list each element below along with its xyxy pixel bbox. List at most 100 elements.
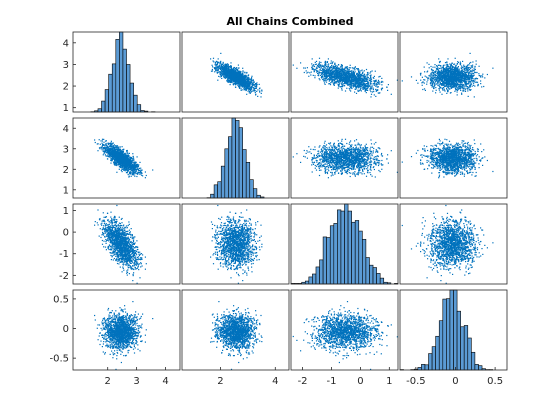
scatter-point <box>456 94 458 96</box>
scatter-point <box>230 68 232 70</box>
scatter-point <box>456 74 458 76</box>
scatter-point <box>234 78 236 80</box>
scatter-point <box>232 74 234 76</box>
scatter-point <box>359 74 361 76</box>
scatter-point <box>355 82 357 84</box>
scatter-point <box>343 73 345 75</box>
scatter-point <box>220 74 222 76</box>
scatter-point <box>372 87 374 89</box>
scatter-point <box>424 75 426 77</box>
scatter-point <box>369 74 371 77</box>
scatter-point <box>455 75 457 77</box>
scatter-point <box>442 65 444 67</box>
scatter-point <box>456 91 458 93</box>
scatter-point <box>246 78 249 80</box>
scatter-point <box>350 67 352 69</box>
scatter-point <box>357 87 359 89</box>
scatter-point <box>342 68 344 70</box>
scatter-point <box>356 84 358 86</box>
scatter-point <box>318 57 321 59</box>
scatter-point <box>330 62 332 64</box>
scatter-point <box>435 87 437 89</box>
scatter-point <box>136 168 138 170</box>
scatter-point <box>363 70 365 72</box>
scatter-point <box>463 85 465 87</box>
scatter-point <box>340 70 342 72</box>
scatter-point <box>452 69 454 71</box>
scatter-point <box>250 89 252 91</box>
scatter-point <box>225 71 227 73</box>
scatter-point <box>455 86 457 88</box>
scatter-point <box>237 82 239 85</box>
scatter-point <box>217 70 219 72</box>
scatter-point <box>217 69 219 71</box>
scatter-point <box>321 75 323 77</box>
scatter-point <box>377 79 380 81</box>
scatter-point <box>446 80 448 82</box>
scatter-point <box>324 63 326 65</box>
scatter-point <box>116 171 118 173</box>
scatter-point <box>233 74 235 76</box>
scatter-point <box>235 77 237 79</box>
scatter-point <box>225 73 227 75</box>
scatter-point <box>234 77 236 79</box>
scatter-point <box>332 79 334 81</box>
scatter-point <box>249 87 251 89</box>
scatter-point <box>329 76 331 78</box>
scatter-point <box>214 68 216 70</box>
scatter-point <box>316 66 318 68</box>
scatter-point <box>261 89 263 91</box>
scatter-point <box>242 71 244 73</box>
scatter-point <box>313 71 315 73</box>
scatter-point <box>338 85 340 87</box>
scatter-point <box>421 76 423 78</box>
scatter-point <box>439 86 441 88</box>
scatter-point <box>362 72 364 74</box>
scatter-point <box>247 85 249 87</box>
scatter-point <box>239 78 241 80</box>
scatter-point <box>468 87 470 89</box>
scatter-point <box>251 86 253 88</box>
scatter-point <box>438 64 440 66</box>
scatter-point <box>374 70 376 72</box>
scatter-point <box>344 73 346 76</box>
scatter-point <box>250 91 252 93</box>
scatter-point <box>367 89 369 91</box>
scatter-point <box>224 65 226 67</box>
scatter-point <box>438 58 440 60</box>
scatter-point <box>236 83 238 85</box>
scatter-point <box>345 83 347 85</box>
scatter-point <box>355 83 357 85</box>
scatter-point <box>247 79 249 81</box>
scatter-point <box>225 65 227 67</box>
scatter-point <box>323 69 326 71</box>
scatter-point <box>248 78 250 80</box>
scatter-point <box>246 81 248 83</box>
scatter-point <box>434 66 436 68</box>
scatter-point <box>241 81 243 84</box>
scatter-point <box>122 167 124 169</box>
scatter-point <box>238 72 241 74</box>
scatter-point <box>458 70 460 72</box>
scatter-point <box>369 86 372 88</box>
scatter-point <box>424 79 426 81</box>
scatter-point <box>462 84 464 86</box>
scatter-point <box>229 71 231 73</box>
scatter-point <box>363 80 365 82</box>
scatter-point <box>336 82 338 84</box>
scatter-point <box>474 85 476 87</box>
scatter-point <box>358 78 360 80</box>
scatter-point <box>341 65 343 67</box>
scatter-point <box>349 81 351 83</box>
scatter-point <box>426 62 428 64</box>
scatter-point <box>466 71 468 73</box>
scatter-point <box>354 88 356 90</box>
scatter-point <box>346 81 348 83</box>
scatter-point <box>223 69 225 71</box>
scatter-point <box>240 88 242 90</box>
scatter-point <box>214 71 216 73</box>
scatter-point <box>363 86 366 88</box>
scatter-point <box>457 71 459 73</box>
scatter-point <box>234 71 236 73</box>
scatter-point <box>335 73 337 75</box>
